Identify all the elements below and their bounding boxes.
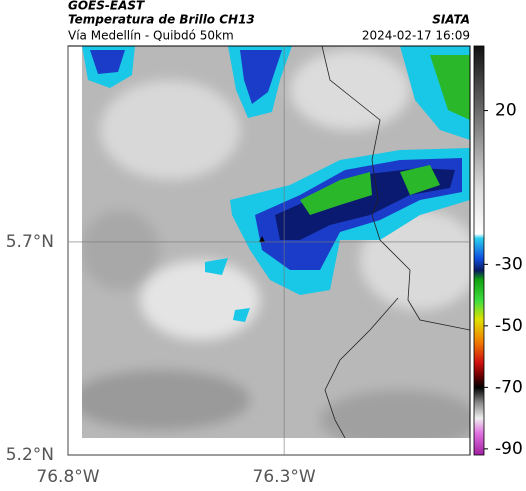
timestamp: 2024-02-17 16:09 bbox=[362, 29, 470, 43]
grid bbox=[67, 46, 470, 456]
subtitle: Vía Medellín - Quibdó 50km bbox=[68, 29, 234, 43]
y-tick-label: 5.7°N bbox=[6, 232, 54, 252]
colorbar-tick-label: -30 bbox=[495, 254, 523, 274]
colorbar-scale bbox=[473, 45, 485, 456]
colorbar-tick-label: 20 bbox=[495, 101, 517, 121]
satellite-image bbox=[82, 46, 470, 438]
x-tick-label: 76.8°W bbox=[36, 467, 99, 487]
y-tick-label: 5.2°N bbox=[6, 445, 54, 465]
agency: SIATA bbox=[432, 13, 470, 27]
colorbar-tick-label: -90 bbox=[495, 439, 523, 459]
colorbar-tick-label: -50 bbox=[495, 316, 523, 336]
title: Temperatura de Brillo CH13 bbox=[68, 13, 255, 27]
x-tick-label: 76.3°W bbox=[253, 467, 316, 487]
colorbar: 20 -30 -50 -70 -90 bbox=[473, 45, 523, 459]
source: GOES-EAST bbox=[68, 0, 145, 13]
colorbar-tick-label: -70 bbox=[495, 377, 523, 397]
